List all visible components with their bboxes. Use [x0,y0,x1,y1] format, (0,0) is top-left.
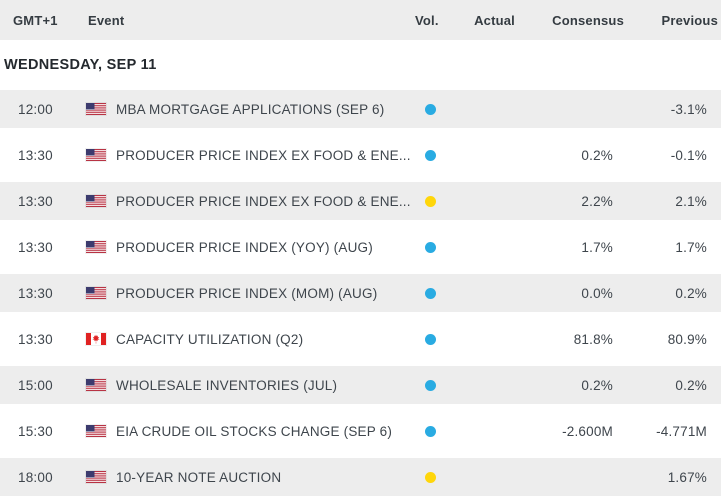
event-cell: PRODUCER PRICE INDEX EX FOOD & ENE... [116,147,410,163]
previous-cell: -0.1% [670,147,707,163]
calendar-event-row[interactable]: 12:00 MBA MORTGAGE APPLICATIONS ( [0,90,721,128]
us-flag-icon [86,287,106,299]
vol-cell [410,195,450,207]
col-header-event: Event [88,12,125,28]
consensus-cell: 1.7% [581,239,613,255]
event-cell: PRODUCER PRICE INDEX (MOM) (AUG) [116,285,378,301]
flag-cell [86,287,116,299]
previous-cell: 0.2% [675,377,707,393]
volatility-dot-icon [424,425,436,437]
vol-cell [410,241,450,253]
calendar-event-row[interactable]: 13:30 PRODUCER PRICE INDEX (YOY) [0,228,721,266]
vol-cell [410,425,450,437]
consensus-cell: 2.2% [581,193,613,209]
calendar-event-row[interactable]: 13:30 PRODUCER PRICE INDEX (MOM) [0,274,721,312]
time-cell: 13:30 [18,147,53,163]
volatility-dot-icon [424,379,436,391]
flag-cell [86,149,116,161]
previous-cell: 0.2% [675,285,707,301]
previous-cell: 2.1% [675,193,707,209]
consensus-cell: 0.0% [581,285,613,301]
col-header-actual: Actual [474,12,515,28]
canada-flag-icon [86,333,106,345]
time-cell: 12:00 [18,101,53,117]
us-flag-icon [86,103,106,115]
previous-cell: 1.7% [675,239,707,255]
previous-cell: 80.9% [667,331,707,347]
table-header-row: GMT+1 Event Vol. Actual Consensus Previo… [0,0,721,40]
us-flag-icon [86,241,106,253]
calendar-event-row[interactable]: 13:30 CAPACITY UTILIZATION (Q2) [0,320,721,358]
col-header-previous: Previous [661,12,718,28]
col-header-vol: Vol. [415,12,439,28]
time-cell: 13:30 [18,285,53,301]
vol-cell [410,379,450,391]
flag-cell [86,379,116,391]
us-flag-icon [86,149,106,161]
flag-cell [86,103,116,115]
volatility-dot-icon [424,287,436,299]
calendar-event-row[interactable]: 13:30 PRODUCER PRICE INDEX EX FOO [0,136,721,174]
volatility-dot-icon [424,149,436,161]
vol-cell [410,333,450,345]
vol-cell [410,103,450,115]
time-cell: 13:30 [18,193,53,209]
consensus-cell: 81.8% [573,331,613,347]
col-header-gmt: GMT+1 [13,12,58,28]
flag-cell [86,425,116,437]
volatility-dot-icon [424,103,436,115]
calendar-event-row[interactable]: 15:00 WHOLESALE INVENTORIES (JUL) [0,366,721,404]
consensus-cell: 0.2% [581,377,613,393]
time-cell: 13:30 [18,331,53,347]
us-flag-icon [86,471,106,483]
previous-cell: -4.771M [656,423,707,439]
event-cell: PRODUCER PRICE INDEX (YOY) (AUG) [116,239,373,255]
vol-cell [410,287,450,299]
flag-cell [86,241,116,253]
calendar-event-row[interactable]: 18:00 10-YEAR NOTE AUCTION [0,458,721,496]
event-cell: CAPACITY UTILIZATION (Q2) [116,331,304,347]
date-header: WEDNESDAY, SEP 11 [0,40,721,90]
flag-cell [86,333,116,345]
vol-cell [410,471,450,483]
event-cell: EIA CRUDE OIL STOCKS CHANGE (SEP 6) [116,423,393,439]
volatility-dot-icon [424,333,436,345]
us-flag-icon [86,425,106,437]
event-cell: MBA MORTGAGE APPLICATIONS (SEP 6) [116,101,385,117]
event-rows-container: 12:00 MBA MORTGAGE APPLICATIONS ( [0,90,721,496]
consensus-cell: 0.2% [581,147,613,163]
us-flag-icon [86,195,106,207]
consensus-cell: -2.600M [562,423,613,439]
calendar-event-row[interactable]: 15:30 EIA CRUDE OIL STOCKS CHANGE [0,412,721,450]
time-cell: 13:30 [18,239,53,255]
previous-cell: -3.1% [670,101,707,117]
volatility-dot-icon [424,241,436,253]
vol-cell [410,149,450,161]
event-cell: WHOLESALE INVENTORIES (JUL) [116,377,338,393]
calendar-event-row[interactable]: 13:30 PRODUCER PRICE INDEX EX FOO [0,182,721,220]
previous-cell: 1.67% [667,469,707,485]
col-header-consensus: Consensus [552,12,624,28]
volatility-dot-icon [424,195,436,207]
event-cell: PRODUCER PRICE INDEX EX FOOD & ENE... [116,193,410,209]
event-cell: 10-YEAR NOTE AUCTION [116,469,282,485]
flag-cell [86,471,116,483]
time-cell: 18:00 [18,469,53,485]
time-cell: 15:30 [18,423,53,439]
us-flag-icon [86,379,106,391]
time-cell: 15:00 [18,377,53,393]
flag-cell [86,195,116,207]
volatility-dot-icon [424,471,436,483]
